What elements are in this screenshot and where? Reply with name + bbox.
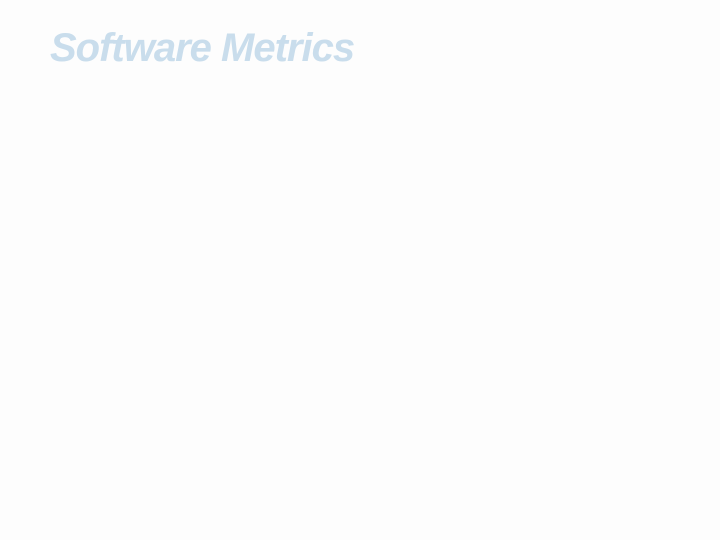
slide: Software Metrics — [0, 0, 720, 540]
slide-title: Software Metrics — [50, 26, 354, 71]
